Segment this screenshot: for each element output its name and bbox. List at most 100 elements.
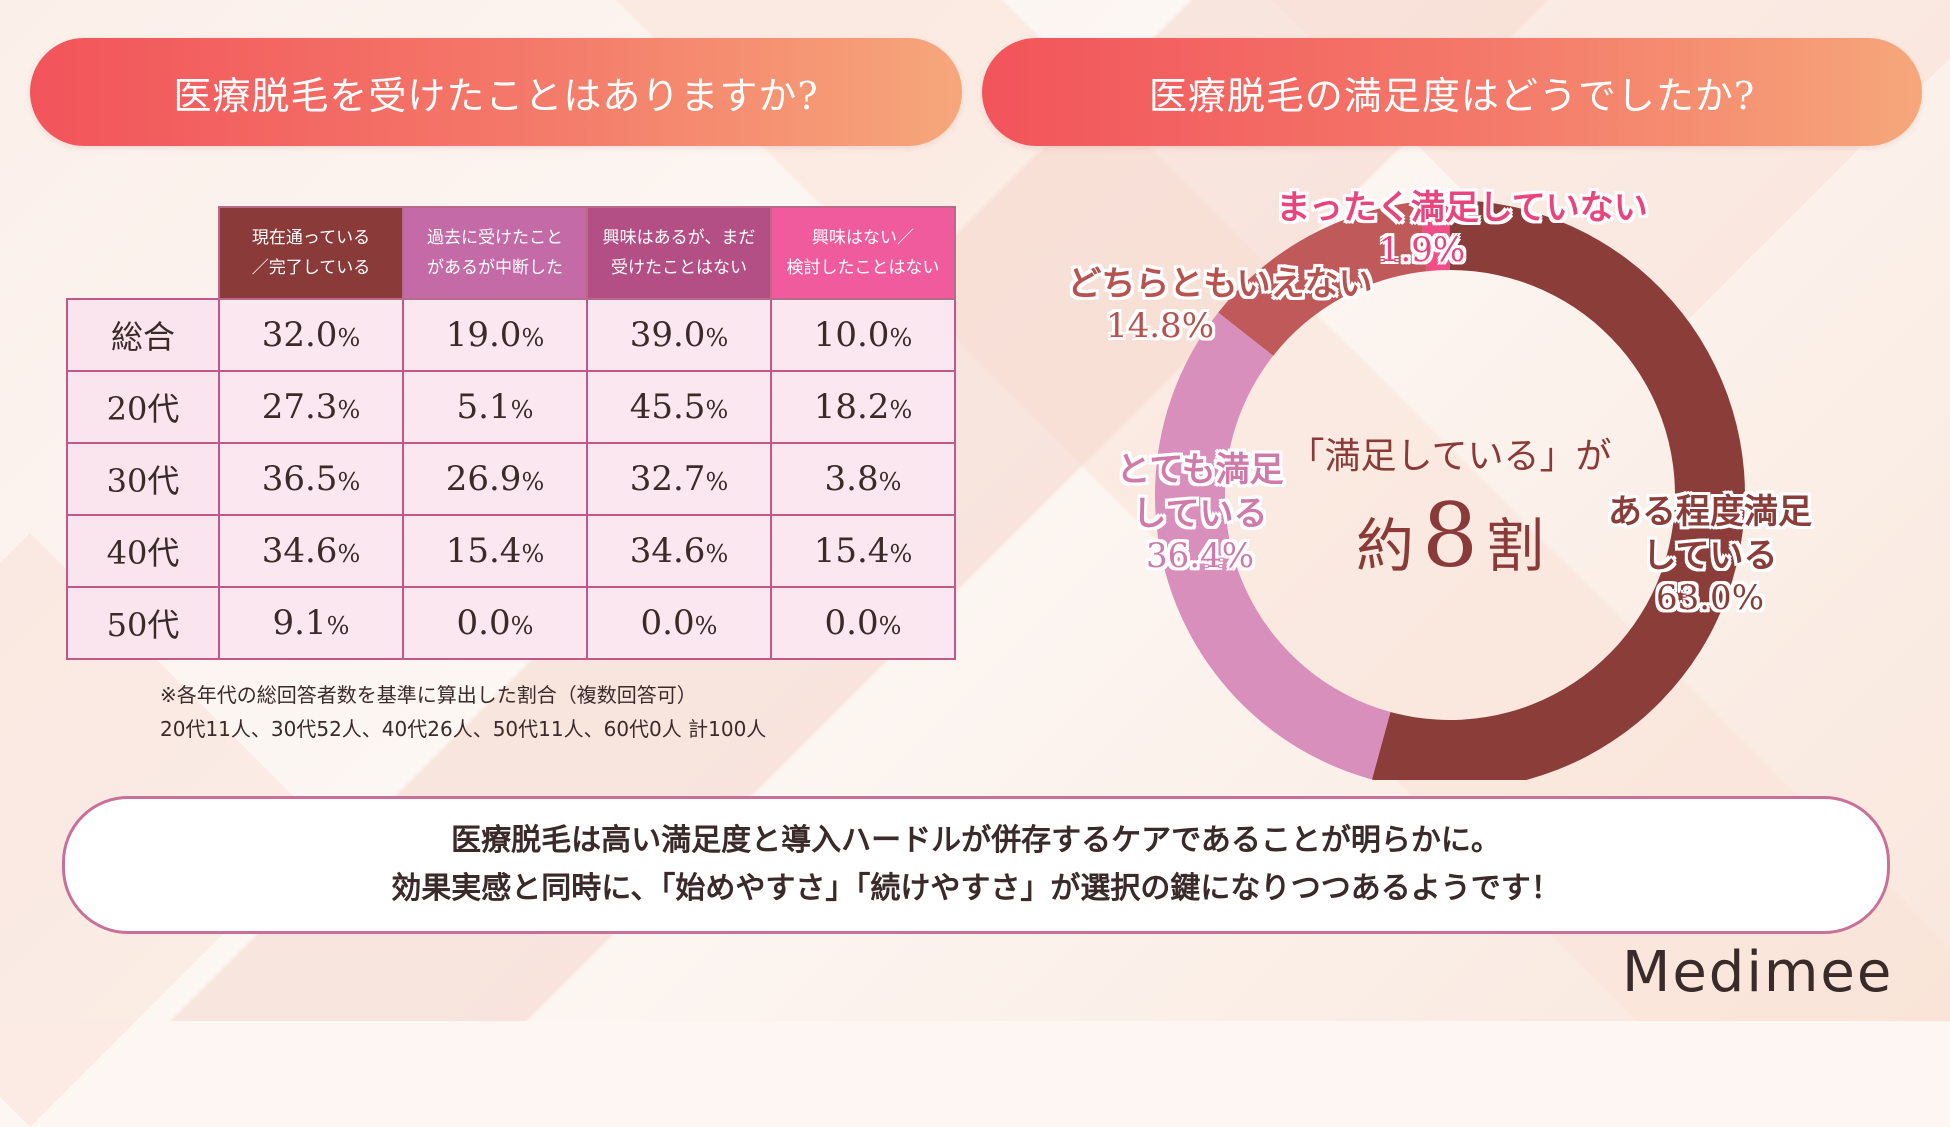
label-text: している <box>1133 494 1268 534</box>
label-text: まったく満足していない <box>1276 188 1648 228</box>
label-value: 1.9% <box>1252 230 1592 270</box>
cell-value: 3.8 <box>825 459 879 499</box>
cell-value: 34.6 <box>262 531 338 571</box>
table-row: 30代 36.5% 26.9% 32.7% 3.8% <box>67 443 955 515</box>
table-cell: 3.8% <box>771 443 955 515</box>
cell-unit: % <box>889 540 912 568</box>
table-cell: 34.6% <box>587 515 771 587</box>
cell-value: 19.0 <box>446 315 522 355</box>
cell-value: 45.5 <box>630 387 706 427</box>
table-cell: 26.9% <box>403 443 587 515</box>
table-row: 40代 34.6% 15.4% 34.6% 15.4% <box>67 515 955 587</box>
donut-label-neutral: どちらともいえない 14.8% <box>1050 262 1390 346</box>
column-header: 現在通っている ／完了している <box>219 207 403 299</box>
column-header-label: 興味はない／ 検討したことはない <box>787 228 940 278</box>
left-question-title: 医療脱毛を受けたことはありますか? <box>173 65 818 120</box>
cell-unit: % <box>511 396 534 424</box>
cell-unit: % <box>705 396 728 424</box>
column-header-label: 過去に受けたこと があるが中断した <box>427 228 563 278</box>
table-footnote: ※各年代の総回答者数を基準に算出した割合（複数回答可） 20代11人、30代52… <box>160 678 766 746</box>
cell-unit: % <box>337 396 360 424</box>
table-cell: 36.5% <box>219 443 403 515</box>
cell-unit: % <box>705 324 728 352</box>
column-header: 興味はない／ 検討したことはない <box>771 207 955 299</box>
cell-unit: % <box>521 468 544 496</box>
cell-unit: % <box>889 396 912 424</box>
brand-logo: Medimee <box>1622 940 1893 1005</box>
label-text: とても満足 <box>1116 450 1283 490</box>
column-header: 過去に受けたこと があるが中断した <box>403 207 587 299</box>
donut-label-somewhat-satisfied: ある程度満足 している 63.0% <box>1590 490 1830 618</box>
summary-box: 医療脱毛は高い満足度と導入ハードルが併存するケアであることが明らかに。 効果実感… <box>62 796 1890 934</box>
label-value: 63.0% <box>1590 578 1830 618</box>
cell-value: 32.0 <box>262 315 338 355</box>
summary-line: 効果実感と同時に、「始めやすさ」「続けやすさ」が選択の鍵になりつつあるようです！ <box>391 865 1560 913</box>
left-question-header: 医療脱毛を受けたことはありますか? <box>30 38 962 146</box>
cell-unit: % <box>327 612 350 640</box>
summary-line: 医療脱毛は高い満足度と導入ハードルが併存するケアであることが明らかに。 <box>451 817 1501 865</box>
cell-unit: % <box>511 612 534 640</box>
cell-unit: % <box>337 324 360 352</box>
table-row: 50代 9.1% 0.0% 0.0% 0.0% <box>67 587 955 659</box>
table-corner <box>67 207 219 299</box>
table-cell: 32.0% <box>219 299 403 371</box>
center-caption: 「満足している」が <box>1260 432 1640 482</box>
cell-unit: % <box>889 324 912 352</box>
table-cell: 15.4% <box>403 515 587 587</box>
cell-unit: % <box>879 612 902 640</box>
table-cell: 34.6% <box>219 515 403 587</box>
label-text: している <box>1643 536 1778 576</box>
table-cell: 19.0% <box>403 299 587 371</box>
table-cell: 27.3% <box>219 371 403 443</box>
center-highlight: 約8 割 <box>1260 486 1640 611</box>
cell-unit: % <box>337 468 360 496</box>
survey-table-container: 現在通っている ／完了している 過去に受けたこと があるが中断した 興味はあるが… <box>66 206 956 660</box>
table-cell: 45.5% <box>587 371 771 443</box>
cell-unit: % <box>705 540 728 568</box>
cell-value: 0.0 <box>457 603 511 643</box>
row-label: 総合 <box>67 299 219 371</box>
table-header-row: 現在通っている ／完了している 過去に受けたこと があるが中断した 興味はあるが… <box>67 207 955 299</box>
cell-value: 15.4 <box>446 531 522 571</box>
table-cell: 15.4% <box>771 515 955 587</box>
center-prefix: 約 <box>1356 512 1414 580</box>
cell-value: 32.7 <box>630 459 706 499</box>
label-text: どちらともいえない <box>1067 264 1372 304</box>
cell-value: 9.1 <box>273 603 327 643</box>
cell-value: 34.6 <box>630 531 706 571</box>
table-cell: 0.0% <box>403 587 587 659</box>
table-cell: 0.0% <box>771 587 955 659</box>
label-value: 36.4% <box>1090 536 1310 576</box>
row-label: 20代 <box>67 371 219 443</box>
table-cell: 0.0% <box>587 587 771 659</box>
table-cell: 10.0% <box>771 299 955 371</box>
table-cell: 9.1% <box>219 587 403 659</box>
cell-value: 15.4 <box>814 531 890 571</box>
cell-value: 36.5 <box>262 459 338 499</box>
center-suffix: 割 <box>1486 512 1544 580</box>
cell-value: 0.0 <box>825 603 879 643</box>
cell-unit: % <box>521 540 544 568</box>
column-header-label: 興味はあるが、まだ 受けたことはない <box>603 228 756 278</box>
cell-unit: % <box>705 468 728 496</box>
label-value: 14.8% <box>1050 306 1270 346</box>
cell-value: 26.9 <box>446 459 522 499</box>
cell-value: 10.0 <box>814 315 890 355</box>
table-row: 20代 27.3% 5.1% 45.5% 18.2% <box>67 371 955 443</box>
center-number: 8 <box>1422 484 1478 587</box>
footnote-line: ※各年代の総回答者数を基準に算出した割合（複数回答可） <box>160 678 766 712</box>
survey-table: 現在通っている ／完了している 過去に受けたこと があるが中断した 興味はあるが… <box>66 206 956 660</box>
cell-unit: % <box>695 612 718 640</box>
cell-unit: % <box>879 468 902 496</box>
table-cell: 18.2% <box>771 371 955 443</box>
cell-value: 18.2 <box>814 387 890 427</box>
donut-center-text: 「満足している」が 約8 割 <box>1260 432 1640 611</box>
cell-unit: % <box>337 540 360 568</box>
donut-label-not-satisfied: まったく満足していない 1.9% <box>1252 186 1672 270</box>
row-label: 40代 <box>67 515 219 587</box>
cell-value: 5.1 <box>457 387 511 427</box>
cell-value: 27.3 <box>262 387 338 427</box>
table-cell: 39.0% <box>587 299 771 371</box>
column-header: 興味はあるが、まだ 受けたことはない <box>587 207 771 299</box>
right-question-header: 医療脱毛の満足度はどうでしたか? <box>982 38 1922 146</box>
